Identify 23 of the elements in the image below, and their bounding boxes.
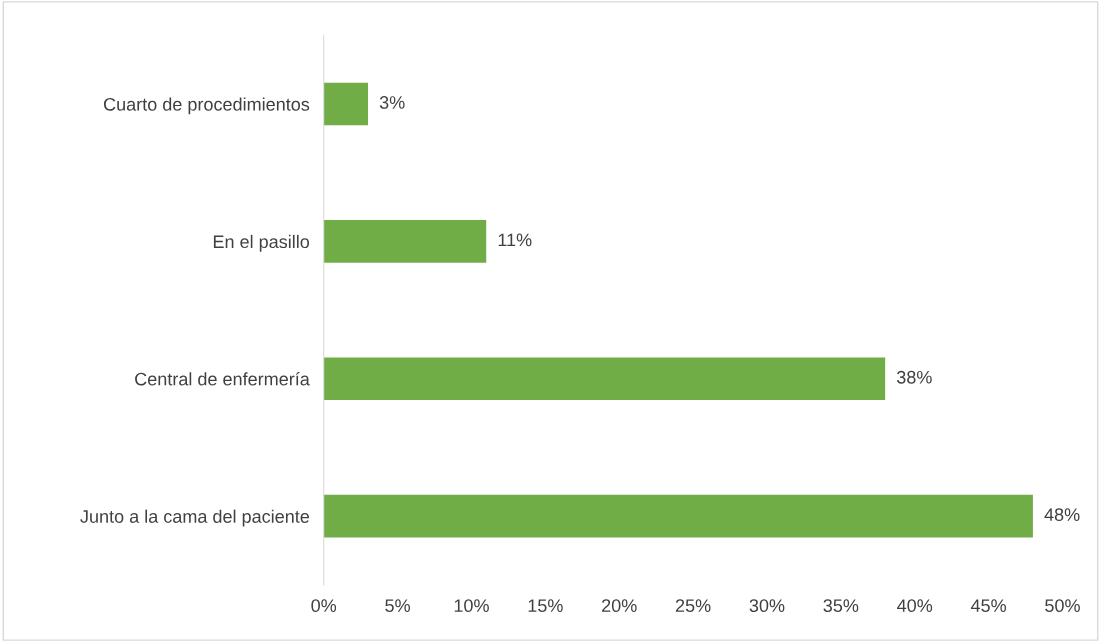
x-tick-label: 45%	[970, 599, 1007, 613]
x-tick-label: 20%	[602, 599, 637, 613]
x-tick-label: 25%	[675, 599, 711, 613]
x-tick-label: 0%	[311, 599, 337, 613]
y-tick-label: Cuarto de procedimientos	[103, 97, 310, 115]
x-tick-label: 40%	[897, 599, 933, 613]
y-tick-label: Junto a la cama del paciente	[80, 509, 310, 527]
y-tick-label: En el pasillo	[213, 234, 310, 252]
data-label: 38%	[896, 370, 932, 384]
x-tick-label: 30%	[749, 599, 785, 613]
y-tick-label: Central de enfermería	[135, 372, 310, 386]
bar	[323, 220, 487, 263]
bar	[323, 494, 1033, 538]
data-label: 11%	[498, 233, 532, 247]
data-label: 3%	[379, 96, 405, 109]
x-tick-label: 35%	[823, 599, 859, 613]
x-tick-label: 15%	[528, 599, 563, 613]
bar	[323, 82, 369, 126]
x-tick-label: 50%	[1045, 599, 1080, 613]
x-tick-label: 5%	[385, 599, 410, 613]
data-label: 48%	[1044, 508, 1080, 522]
bar	[323, 357, 886, 401]
x-tick-label: 10%	[454, 599, 489, 613]
